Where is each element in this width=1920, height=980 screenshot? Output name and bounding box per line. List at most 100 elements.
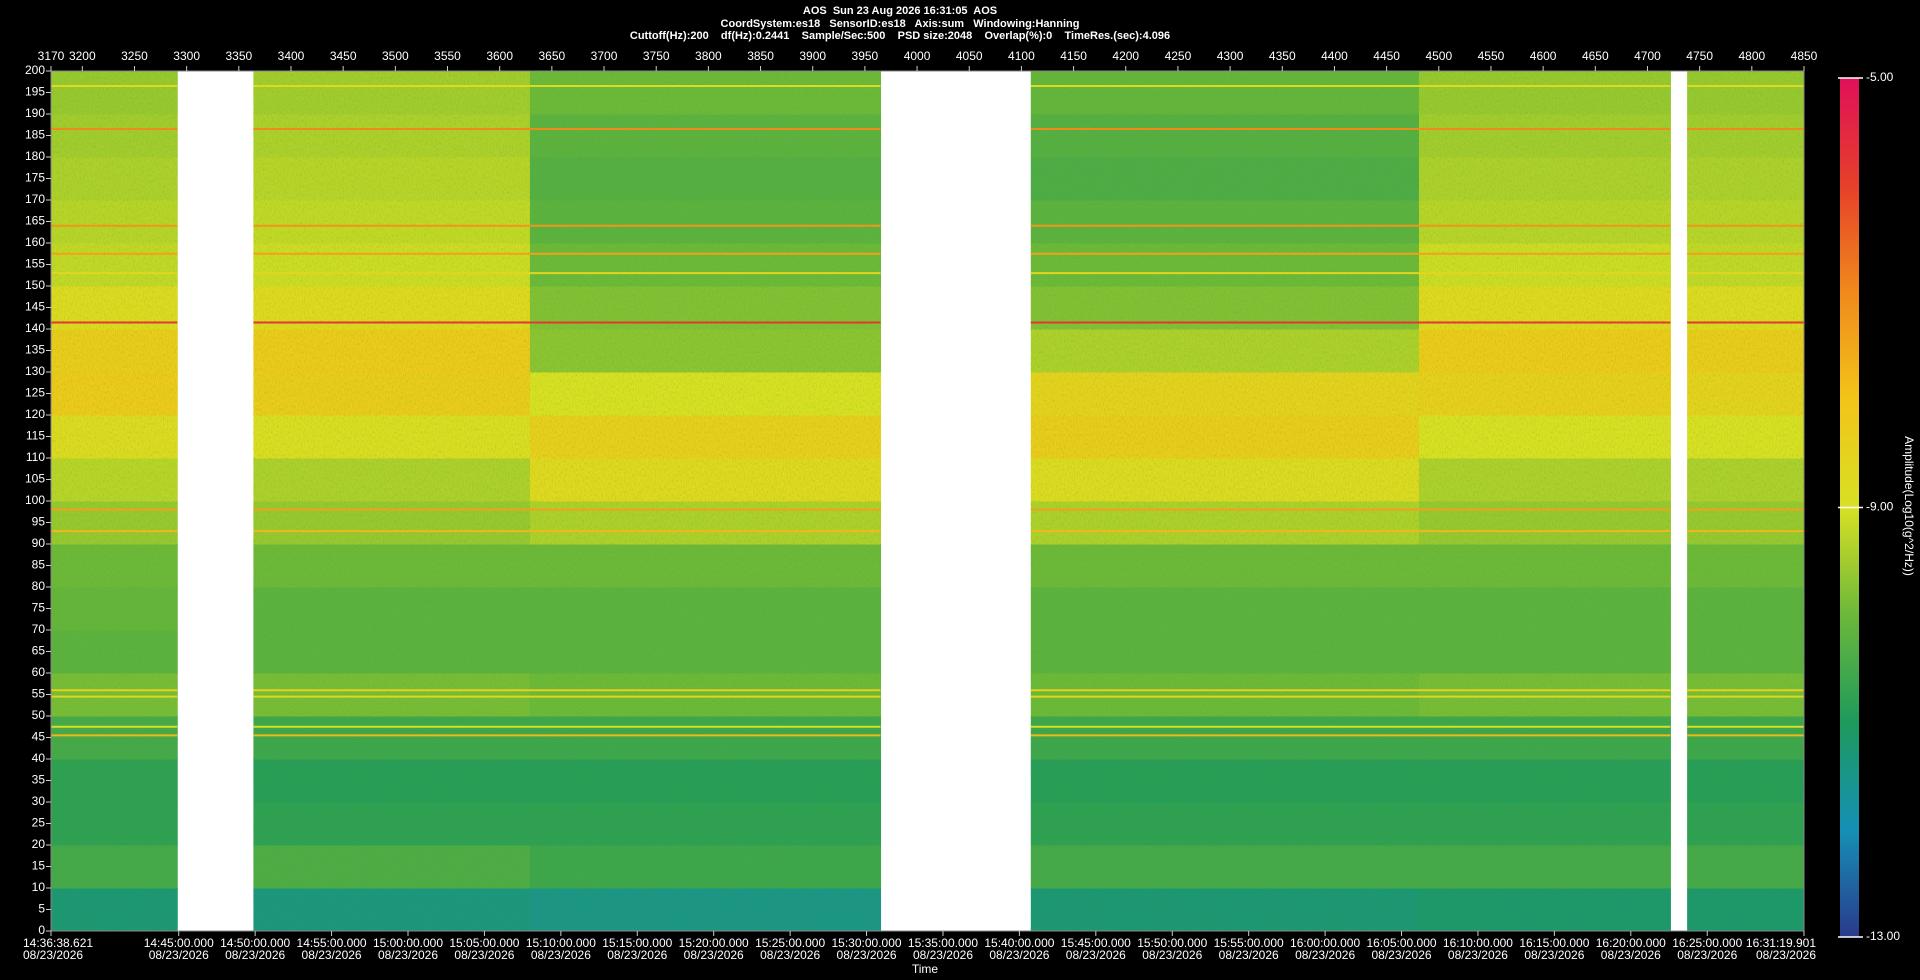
- time-tick-date: 08/23/2026: [837, 948, 897, 962]
- x-tick-label: 3750: [643, 49, 670, 63]
- time-tick-label: 16:05:00.000: [1366, 936, 1436, 950]
- texture: [51, 71, 178, 931]
- y-tick-label: 145: [25, 300, 45, 314]
- x-tick-label: 4750: [1686, 49, 1713, 63]
- y-tick-label: 170: [25, 192, 45, 206]
- time-tick-date: 08/23/2026: [607, 948, 667, 962]
- y-tick-label: 20: [32, 837, 46, 851]
- x-tick-label: 3550: [434, 49, 461, 63]
- time-tick-date: 08/23/2026: [1524, 948, 1584, 962]
- x-tick-label: 4700: [1634, 49, 1661, 63]
- y-tick-label: 45: [32, 730, 46, 744]
- y-tick-label: 15: [32, 859, 46, 873]
- x-tick-label: 4200: [1112, 49, 1139, 63]
- time-tick-label: 15:35:00.000: [908, 936, 978, 950]
- time-tick-date: 08/23/2026: [1295, 948, 1355, 962]
- x-tick-label: 4600: [1530, 49, 1557, 63]
- x-tick-label: 4050: [956, 49, 983, 63]
- texture: [253, 71, 530, 931]
- y-tick-label: 135: [25, 343, 45, 357]
- time-tick-date: 08/23/2026: [378, 948, 438, 962]
- y-tick-label: 95: [32, 515, 46, 529]
- time-tick-date: 08/23/2026: [1448, 948, 1508, 962]
- time-tick-date: 08/23/2026: [1601, 948, 1661, 962]
- texture: [1418, 71, 1671, 931]
- x-tick-label: 3900: [799, 49, 826, 63]
- time-tick-label: 16:15:00.000: [1519, 936, 1589, 950]
- time-tick-date: 08/23/2026: [684, 948, 744, 962]
- y-tick-label: 165: [25, 214, 45, 228]
- time-tick-label: 16:10:00.000: [1443, 936, 1513, 950]
- y-tick-label: 65: [32, 644, 46, 658]
- x-tick-label: 4650: [1582, 49, 1609, 63]
- time-tick-date: 08/23/2026: [1066, 948, 1126, 962]
- x-axis-label: Time: [912, 962, 939, 976]
- x-tick-label: 3350: [225, 49, 252, 63]
- y-tick-label: 55: [32, 687, 46, 701]
- y-tick-label: 60: [32, 665, 46, 679]
- time-tick-date: 08/23/2026: [1677, 948, 1737, 962]
- x-tick-label: 3650: [539, 49, 566, 63]
- time-tick-label: 14:50:00.000: [220, 936, 290, 950]
- time-tick-date: 08/23/2026: [913, 948, 973, 962]
- x-tick-label: 3700: [591, 49, 618, 63]
- y-tick-label: 80: [32, 579, 46, 593]
- time-tick-label: 15:40:00.000: [984, 936, 1054, 950]
- x-tick-label: 4800: [1738, 49, 1765, 63]
- time-tick-date: 08/23/2026: [225, 948, 285, 962]
- x-tick-label: 4150: [1060, 49, 1087, 63]
- y-tick-label: 5: [38, 902, 45, 916]
- x-tick-label: 3850: [747, 49, 774, 63]
- x-tick-label: 3450: [330, 49, 357, 63]
- time-tick-label: 14:45:00.000: [144, 936, 214, 950]
- time-tick-label: 16:25:00.000: [1672, 936, 1742, 950]
- time-tick-date: 08/23/2026: [454, 948, 514, 962]
- time-tick-date: 08/23/2026: [531, 948, 591, 962]
- x-tick-label: 4350: [1269, 49, 1296, 63]
- x-tick-label: 3950: [852, 49, 879, 63]
- x-tick-label: 3800: [695, 49, 722, 63]
- colorbar-label: Amplitude(Log10(g^2/Hz)): [1902, 436, 1916, 576]
- y-tick-label: 180: [25, 149, 45, 163]
- y-tick-label: 185: [25, 128, 45, 142]
- y-tick-label: 40: [32, 751, 46, 765]
- time-tick-label: 15:45:00.000: [1061, 936, 1131, 950]
- x-tick-label: 3300: [173, 49, 200, 63]
- y-tick-label: 195: [25, 85, 45, 99]
- chart-title: AOS Sun 23 Aug 2026 16:31:05 AOS: [803, 5, 997, 17]
- x-tick-label: 4300: [1217, 49, 1244, 63]
- time-tick-date: 08/23/2026: [989, 948, 1049, 962]
- y-tick-label: 120: [25, 407, 45, 421]
- texture: [529, 71, 881, 931]
- x-tick-label: 4000: [904, 49, 931, 63]
- y-tick-label: 155: [25, 257, 45, 271]
- texture: [1030, 71, 1419, 931]
- x-tick-label: 4500: [1425, 49, 1452, 63]
- y-tick-label: 25: [32, 816, 46, 830]
- y-tick-label: 125: [25, 386, 45, 400]
- x-tick-label: 4550: [1478, 49, 1505, 63]
- time-tick-label: 15:20:00.000: [679, 936, 749, 950]
- time-tick-date: 08/23/2026: [23, 948, 83, 962]
- time-tick-date: 08/23/2026: [1219, 948, 1279, 962]
- x-tick-label: 3500: [382, 49, 409, 63]
- x-tick-label: 3400: [278, 49, 305, 63]
- time-tick-label: 16:00:00.000: [1290, 936, 1360, 950]
- time-tick-date: 08/23/2026: [149, 948, 209, 962]
- time-tick-label: 15:05:00.000: [449, 936, 519, 950]
- y-tick-label: 110: [26, 450, 45, 464]
- x-tick-label: 3170: [38, 49, 65, 63]
- y-tick-label: 130: [25, 364, 45, 378]
- y-tick-label: 115: [26, 429, 45, 443]
- y-tick-label: 10: [32, 880, 46, 894]
- chart-subtitle: CoordSystem:es18 SensorID:es18 Axis:sum …: [721, 18, 1080, 30]
- time-tick-label: 15:55:00.000: [1214, 936, 1284, 950]
- time-tick-date: 08/23/2026: [1371, 948, 1431, 962]
- y-tick-label: 175: [25, 171, 45, 185]
- time-tick-date: 08/23/2026: [302, 948, 362, 962]
- x-tick-label: 3250: [121, 49, 148, 63]
- x-tick-label: 4850: [1791, 49, 1818, 63]
- time-tick-date: 08/23/2026: [1142, 948, 1202, 962]
- x-tick-label: 4450: [1373, 49, 1400, 63]
